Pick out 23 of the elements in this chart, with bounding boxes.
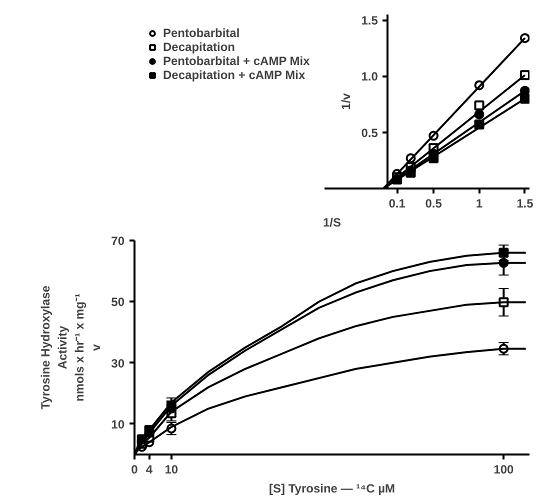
- y-tick-label: 30: [111, 356, 125, 370]
- x-tick-label: 0.5: [425, 196, 442, 210]
- x-tick-label: 100: [494, 462, 514, 476]
- y-tick-label: 70: [111, 234, 125, 248]
- y-axis-title: Tyrosine Hydroxylase Activity nmols x hr⁻¹ x mg⁻¹ v: [38, 285, 104, 410]
- x-tick-label: 0.1: [388, 196, 406, 210]
- legend-label: Pentobarbital + cAMP Mix: [163, 54, 310, 68]
- y-tick-label: 0.5: [361, 126, 378, 140]
- y-tick-label: 1.0: [361, 70, 378, 84]
- legend-label: Decapitation + cAMP Mix: [163, 68, 306, 82]
- legend-label: Pentobarbital: [163, 26, 240, 40]
- y-tick-label: 50: [111, 295, 125, 310]
- x-axis-title: 1/S: [322, 216, 342, 230]
- x-tick-label: 1: [476, 196, 483, 210]
- y-tick-label: 10: [111, 417, 125, 432]
- x-tick-label: 10: [164, 462, 178, 476]
- y-axis-title: 1/v: [338, 92, 353, 110]
- x-tick-label: 0: [131, 462, 138, 476]
- x-axis-title: [S] Tyrosine — ¹⁴C µM: [269, 482, 395, 496]
- legend-label: Decapitation: [163, 40, 236, 54]
- y-tick-label: 1.5: [361, 14, 378, 28]
- x-tick-label: 4: [146, 462, 153, 476]
- x-tick-label: 1.5: [516, 196, 534, 210]
